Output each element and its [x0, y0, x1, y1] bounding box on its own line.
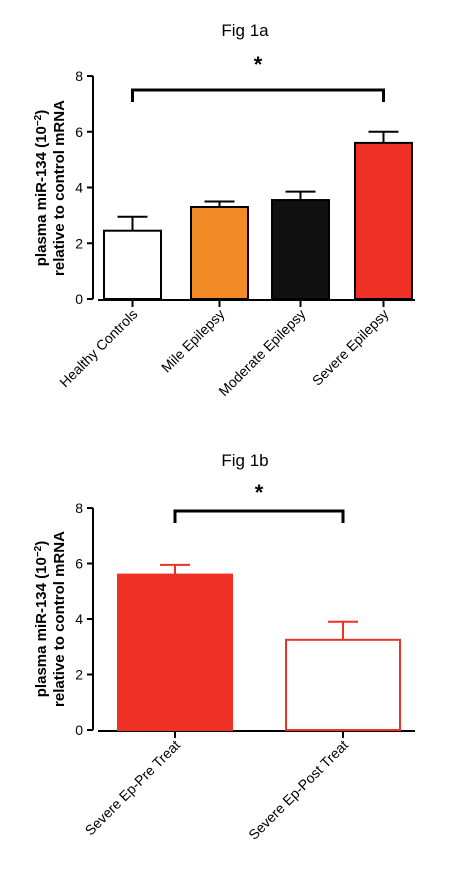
svg-text:plasma miR-134 (10−2): plasma miR-134 (10−2): [33, 541, 50, 697]
y-tick-label: 6: [75, 124, 83, 140]
y-axis-label-line2: relative to control mRNA: [51, 100, 68, 276]
y-tick-label: 2: [75, 667, 83, 683]
x-tick-label: Healthy Controls: [56, 306, 140, 390]
bar: [103, 229, 162, 300]
bar: [190, 206, 249, 300]
y-axis-label-line2: relative to control mRNA: [51, 531, 68, 707]
bar: [117, 573, 233, 731]
significance-star: *: [255, 480, 264, 505]
chart-panel-fig-1b: Fig 1b plasma miR-134 (10−2) relative to…: [33, 451, 415, 843]
y-axis-label-line1: plasma miR-134 (10: [33, 557, 50, 697]
y-axis-label-line1-end: ): [33, 110, 50, 115]
y-tick-label: 4: [75, 611, 83, 627]
y-tick-label: 2: [75, 235, 83, 251]
y-tick-label: 6: [75, 556, 83, 572]
x-tick-label: Moderate Epilepsy: [215, 306, 308, 399]
svg-text:plasma miR-134 (10−2): plasma miR-134 (10−2): [33, 110, 50, 266]
bar: [285, 638, 401, 731]
y-axis-label-line1-end: ): [33, 541, 50, 546]
y-axis-label-exponent: −2: [33, 114, 44, 126]
significance-bracket: [131, 88, 385, 102]
y-tick-label: 8: [75, 68, 83, 84]
y-axis-label-exponent: −2: [33, 545, 44, 557]
y-tick-label: 4: [75, 180, 83, 196]
y-tick-label: 8: [75, 500, 83, 516]
x-tick-label: Severe Epilepsy: [309, 306, 392, 389]
chart-title: Fig 1b: [221, 451, 268, 470]
significance-star: *: [254, 52, 263, 77]
y-tick-label: 0: [75, 291, 83, 307]
y-axis-label: plasma miR-134 (10−2) relative to contro…: [33, 531, 68, 707]
y-axis-label-line1: plasma miR-134 (10: [33, 126, 50, 266]
chart-panel-fig-1a: Fig 1a plasma miR-134 (10−2) relative to…: [33, 21, 415, 399]
y-axis-label: plasma miR-134 (10−2) relative to contro…: [33, 100, 68, 276]
x-tick-label: Severe Ep-Post Treat: [245, 737, 351, 843]
chart-title: Fig 1a: [221, 21, 269, 40]
y-tick-label: 0: [75, 722, 83, 738]
x-tick-label: Mile Epilepsy: [158, 306, 228, 376]
significance-bracket: [173, 509, 345, 523]
x-tick-label: Severe Ep-Pre Treat: [82, 737, 184, 839]
bar: [271, 199, 330, 300]
bar: [354, 141, 413, 300]
